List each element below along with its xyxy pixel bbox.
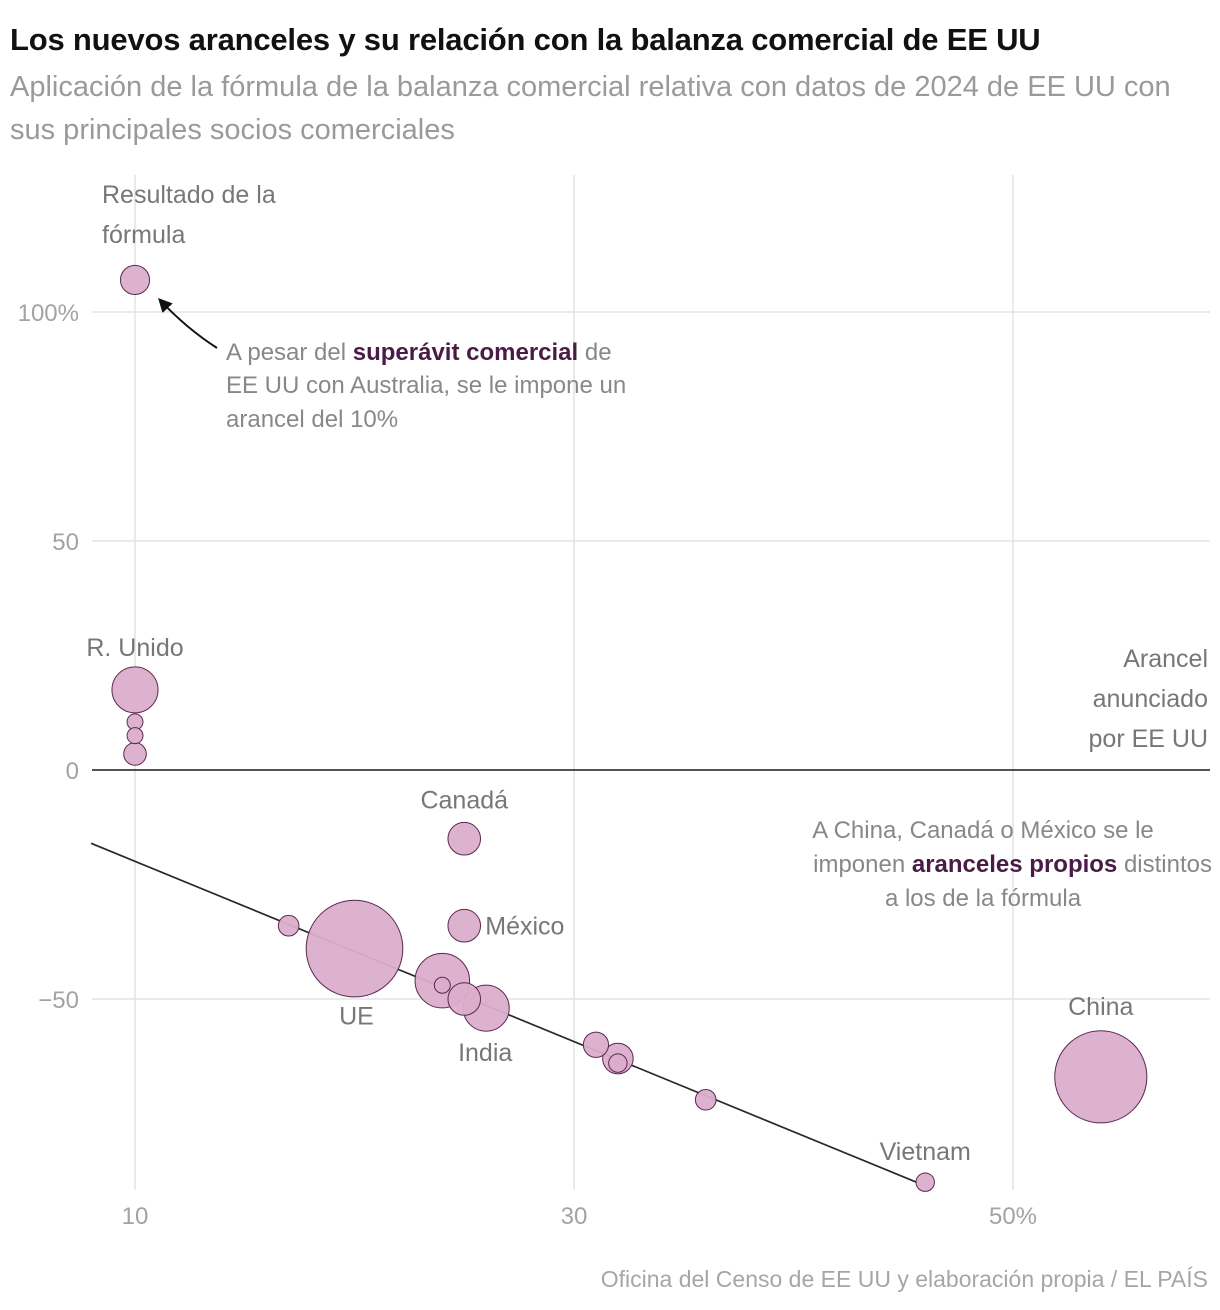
y-tick-label: 100%: [18, 300, 79, 327]
gridlines: [92, 175, 1210, 1190]
annotation-own-tariffs-highlight: aranceles propios: [912, 851, 1117, 878]
annotation-own-tariffs-line-3: a los de la fórmula: [885, 885, 1082, 912]
data-point: [119, 264, 151, 296]
y-axis-title-line-1: Resultado de la: [102, 181, 276, 209]
data-point: [126, 727, 144, 745]
data-label: Canadá: [420, 787, 508, 815]
x-tick-label: 30: [561, 1203, 588, 1230]
y-axis-title-line-2: fórmula: [102, 221, 185, 249]
annotation-own-tariffs-line-2c: distintos: [1117, 851, 1212, 878]
data-point: [608, 1053, 628, 1073]
x-axis-title-line-1: Arancel: [1123, 645, 1208, 673]
chart-subtitle: Aplicación de la fórmula de la balanza c…: [10, 71, 1171, 146]
chart-title: Los nuevos aranceles y su relación con l…: [10, 22, 1041, 57]
annotation-arrow: [158, 297, 218, 349]
annotation-own-tariffs-line-2: imponen aranceles propios distintos: [813, 851, 1212, 878]
x-tick-label: 50%: [989, 1203, 1037, 1230]
data-point-m-xico: [447, 908, 482, 943]
axes: 10 30 50% 100% 50 0 −50: [18, 300, 1210, 1230]
data-label: R. Unido: [86, 634, 183, 662]
data-label: India: [458, 1039, 512, 1067]
data-point: [582, 1031, 610, 1058]
annotation-own-tariffs: A China, Canadá o México se le: [812, 817, 1154, 844]
data-label: México: [485, 913, 564, 941]
x-tick-label: 10: [122, 1203, 149, 1230]
y-tick-label: 0: [66, 758, 79, 785]
data-point-vietnam: [915, 1172, 935, 1192]
data-point: [694, 1088, 717, 1111]
data-points: [111, 264, 1148, 1192]
data-point: [277, 914, 300, 937]
data-label: China: [1068, 993, 1133, 1021]
x-axis-title-line-3: por EE UU: [1089, 725, 1208, 753]
data-point-r-unido: [111, 666, 159, 714]
y-tick-label: −50: [38, 987, 79, 1014]
x-axis-title-line-2: anunciado: [1093, 685, 1208, 713]
annotation-australia-line-1a: A pesar del: [226, 339, 353, 366]
annotation-own-tariffs-line-3-text: a los de la fórmula: [885, 885, 1082, 912]
annotation-australia-line-3: arancel del 10%: [226, 406, 398, 433]
data-point: [123, 742, 147, 766]
data-point-canad-: [447, 821, 482, 856]
annotation-australia-line-2: EE UU con Australia, se le impone un: [226, 372, 626, 399]
y-tick-label: 50: [52, 529, 79, 556]
data-label: UE: [339, 1003, 374, 1031]
annotation-own-tariffs-line-2a: imponen: [813, 851, 912, 878]
annotation-own-tariffs-line-1: A China, Canadá o México se le: [812, 817, 1154, 844]
data-labels: R. Unido Canadá México UE India Vietnam China: [86, 634, 1133, 1166]
annotation-australia-highlight: superávit comercial: [353, 339, 578, 366]
data-point-china: [1054, 1030, 1148, 1124]
source-credit: Oficina del Censo de EE UU y elaboración…: [600, 1266, 1208, 1292]
data-point: [447, 982, 482, 1016]
data-point: [433, 976, 451, 994]
annotation-australia: A pesar del superávit comercial de EE UU…: [226, 339, 633, 433]
annotation-australia-line-1c: de: [578, 339, 611, 366]
data-point-ue: [305, 899, 404, 998]
data-label: Vietnam: [880, 1138, 971, 1166]
